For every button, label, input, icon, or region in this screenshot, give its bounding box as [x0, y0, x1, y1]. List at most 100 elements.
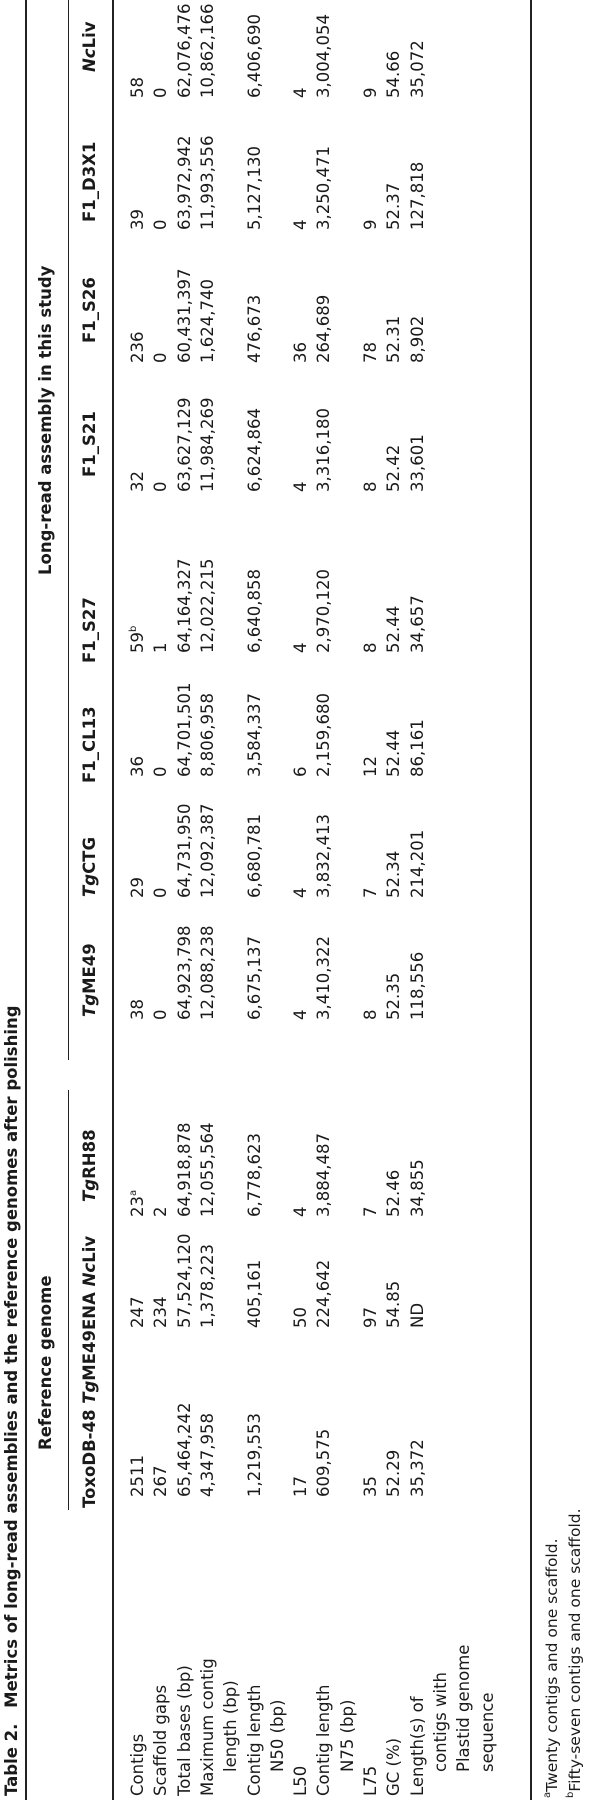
row-label: L75: [361, 1765, 380, 1796]
cell-value: 52.44: [384, 605, 404, 653]
top-rule: [25, 0, 27, 1800]
table-cell: 3,316,180: [312, 408, 335, 492]
table-cell: 65,464,242: [173, 1403, 196, 1497]
cell-value: 64,164,327: [174, 558, 194, 653]
cell-value: 9: [361, 219, 380, 231]
cell-value: 64,923,798: [174, 925, 194, 1020]
cell-value: 23: [128, 1196, 147, 1217]
table-cell: 0: [149, 1010, 172, 1021]
cell-value: 4: [291, 1009, 311, 1021]
column-header: NcLiv: [80, 21, 99, 72]
table-cell: 63,972,942: [173, 136, 196, 230]
cell-value: 3,884,487: [314, 1133, 334, 1217]
table-cell: 36: [289, 342, 312, 363]
column-header-part: Liv: [80, 1235, 99, 1263]
cell-value: 35: [361, 1476, 380, 1497]
column-header-part: F1_S21: [80, 411, 99, 477]
table-cell: 8: [359, 1010, 382, 1021]
cell-value: 8,902: [407, 315, 427, 363]
column-header-part: ME49: [80, 1330, 99, 1381]
table-cell: 236: [126, 332, 149, 364]
table-cell: 52.46: [382, 1170, 405, 1217]
table-cell: 3,410,322: [312, 936, 335, 1020]
table-cell: 86,161: [406, 719, 429, 777]
table-cell: 23a: [126, 1190, 149, 1217]
cell-value: 2: [151, 1206, 171, 1218]
row-label: Length(s) of: [407, 1696, 427, 1796]
row-label: Scaffold gaps: [151, 1684, 171, 1796]
table-cell: 0: [149, 353, 172, 364]
table-cell: ND: [406, 1303, 429, 1328]
cell-value: 6,640,858: [244, 569, 264, 653]
footnote: bFifty-seven contigs and one scaffold.: [565, 1508, 584, 1798]
cell-value: 32: [128, 471, 147, 492]
table-cell: 34,657: [406, 595, 429, 653]
row-label: Plastid genome: [454, 1644, 474, 1772]
cell-value: 63,627,129: [174, 397, 194, 492]
cell-value: 3,004,054: [314, 14, 334, 98]
cell-value: 2,159,680: [314, 693, 334, 777]
table-cell: 7: [359, 888, 382, 899]
cell-value: 58: [128, 77, 147, 98]
table-cell: 2,970,120: [312, 569, 335, 653]
row-label: length (bp): [221, 1680, 241, 1772]
table-cell: 264,689: [312, 295, 335, 363]
cell-value: 0: [151, 766, 171, 778]
table-cell: 12,088,238: [196, 926, 219, 1020]
table-cell: 118,556: [406, 952, 429, 1020]
cell-value: 0: [151, 1009, 171, 1021]
table-cell: 234: [149, 1297, 172, 1329]
column-header-part: ME49: [80, 943, 99, 994]
footnote-mark: a: [542, 1791, 553, 1798]
column-header-part: CTG: [80, 837, 99, 874]
table-cell: 6,640,858: [243, 569, 266, 653]
table-cell: 35: [359, 1476, 382, 1497]
cell-value: 0: [151, 481, 171, 493]
table-cell: 1,378,223: [196, 1244, 219, 1328]
cell-value: 0: [151, 219, 171, 231]
cell-value: 12,092,387: [197, 803, 217, 898]
row-label: N50 (bp): [267, 1699, 287, 1772]
column-header-part: Nc: [80, 1262, 99, 1287]
cell-value: 1,378,223: [197, 1244, 217, 1328]
table-cell: 8,902: [406, 316, 429, 363]
row-label: Contig length: [314, 1684, 334, 1796]
cell-value: 405,161: [244, 1259, 264, 1328]
cell-value: 224,642: [314, 1259, 334, 1328]
cell-value: 65,464,242: [174, 1402, 194, 1497]
table-cell: 3,004,054: [312, 14, 335, 98]
table-cell: 4,347,958: [196, 1413, 219, 1497]
column-header: F1_D3X1: [80, 142, 99, 222]
cell-value: 4: [291, 219, 311, 231]
cell-value: 247: [128, 1296, 147, 1329]
table-cell: 52.42: [382, 445, 405, 492]
table-cell: 64,918,878: [173, 1123, 196, 1217]
table-cell: 11,984,269: [196, 398, 219, 492]
table-cell: 50: [289, 1307, 312, 1328]
cell-value: ND: [407, 1302, 427, 1328]
column-header-part: Tg: [80, 1178, 99, 1202]
table-cell: 12: [359, 756, 382, 777]
column-header-part: F1_S27: [80, 597, 99, 663]
table-cell: 6: [289, 767, 312, 778]
table-cell: 12,092,387: [196, 804, 219, 898]
table-cell: 12,055,564: [196, 1123, 219, 1217]
table-cell: 59b: [126, 626, 149, 653]
column-header: ToxoDB-48 TgME49: [80, 1330, 99, 1508]
column-header: TgCTG: [80, 837, 99, 897]
cell-value: 1: [151, 642, 171, 654]
cell-value: 17: [291, 1476, 311, 1497]
table-cell: 7: [359, 1207, 382, 1218]
cell-value: 264,689: [314, 294, 334, 363]
cell-value: 52.42: [384, 444, 404, 492]
table-cell: 97: [359, 1307, 382, 1328]
table-cell: 4: [289, 888, 312, 899]
table-cell: 39: [126, 209, 149, 230]
cell-value: 4: [291, 887, 311, 899]
table-cell: 1,624,740: [196, 279, 219, 363]
cell-value: 3,316,180: [314, 408, 334, 492]
cell-value: 54.66: [384, 50, 404, 98]
column-header-part: F1_S26: [80, 277, 99, 343]
table-cell: 8,806,958: [196, 693, 219, 777]
table-cell: 36: [126, 756, 149, 777]
